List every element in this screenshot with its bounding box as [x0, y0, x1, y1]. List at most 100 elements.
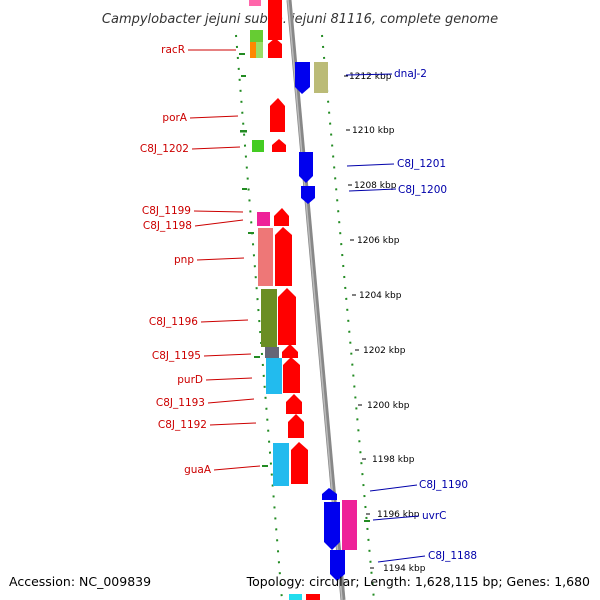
- leader-line: [348, 188, 397, 192]
- leader-line: [200, 319, 249, 323]
- leader-line: [194, 219, 244, 227]
- tick-label: 1202 kbp: [363, 346, 406, 356]
- leader-line: [346, 163, 395, 167]
- tick-1204: 1204 kbp: [352, 291, 402, 301]
- tick-1210: 1210 kbp: [346, 126, 395, 136]
- gene-arrow-C8J_1192: [288, 414, 304, 438]
- left-gene-labels: racR porA C8J_1202 C8J_1199 C8J_1198 pnp…: [140, 44, 261, 476]
- gene-label-pnp: pnp: [174, 254, 194, 266]
- scale-ticks: 1212 kbp 1210 kbp 1208 kbp 1206 kbp 1204…: [344, 72, 426, 574]
- gene-label-purD: purD: [177, 374, 203, 386]
- leader-line: [209, 422, 257, 426]
- tick-1194: 1194 kbp: [370, 564, 426, 574]
- leader-line: [205, 377, 253, 381]
- gene-arrow-dnaJ-2-blue: [295, 62, 310, 94]
- gc-skew-mark: [240, 130, 247, 133]
- gene-arrow-C8J_1201: [299, 152, 313, 183]
- leader-line: [193, 210, 244, 213]
- cog-block-cyan: [266, 358, 282, 394]
- gene-arrow-C8J_1199: [274, 208, 289, 226]
- reverse-track: [295, 62, 357, 581]
- gene-arrow-C8J_1196: [278, 288, 296, 345]
- tick-label: 1196 kbp: [377, 510, 420, 520]
- tick-label: 1194 kbp: [383, 564, 426, 574]
- gc-skew-mark: [239, 53, 245, 55]
- cog-block-green: [250, 30, 263, 42]
- gc-skew-mark: [254, 356, 260, 358]
- gene-block-uvrC: [342, 500, 357, 550]
- tick-1200: 1200 kbp: [358, 401, 410, 411]
- tick-1202: 1202 kbp: [355, 346, 406, 356]
- gene-label-racR: racR: [161, 44, 185, 56]
- gc-skew-mark: [248, 232, 254, 234]
- gene-arrow-guaA: [291, 442, 308, 484]
- gene-arrow-pnp: [275, 227, 292, 286]
- tick-label: 1210 kbp: [352, 126, 395, 136]
- tick-1206: 1206 kbp: [350, 236, 400, 246]
- gene-bottom-red: [306, 594, 320, 600]
- gene-arrow-C8J_1195: [282, 344, 298, 358]
- gene-arrow-C8J_1188: [330, 550, 345, 581]
- gene-label-C8J_1196: C8J_1196: [149, 316, 198, 328]
- tick-1196: 1196 kbp: [366, 510, 420, 520]
- tick-label: 1204 kbp: [359, 291, 402, 301]
- leader-line: [372, 515, 420, 521]
- leader-line: [377, 555, 426, 563]
- gene-label-C8J_1200: C8J_1200: [398, 184, 447, 196]
- gene-label-guaA: guaA: [184, 464, 212, 476]
- gene-label-C8J_1195: C8J_1195: [152, 350, 201, 362]
- leader-line: [207, 398, 255, 404]
- gc-skew-mark: [364, 520, 370, 522]
- cog-block-magenta: [257, 212, 270, 226]
- gc-skew-mark: [262, 465, 268, 467]
- cog-block-salmon: [258, 228, 273, 286]
- gene-arrow-racR: [268, 0, 282, 40]
- gene-label-uvrC: uvrC: [422, 510, 447, 522]
- gene-arrow-C8J_1202: [272, 139, 286, 152]
- gene-arrow-racR-2: [268, 38, 282, 58]
- cog-block-lightgreen-2: [252, 140, 264, 152]
- leader-line: [191, 146, 241, 150]
- cog-block-lightgreen: [256, 42, 263, 58]
- gene-label-dnaJ-2: dnaJ-2: [394, 68, 427, 80]
- cog-block-olive: [261, 289, 277, 347]
- leader-line: [213, 465, 261, 471]
- tick-label: 1212 kbp: [349, 72, 392, 82]
- gene-label-C8J_1198: C8J_1198: [143, 220, 192, 232]
- gene-label-C8J_1193: C8J_1193: [156, 397, 205, 409]
- gene-arrow-C8J_1200: [301, 186, 315, 204]
- gene-label-C8J_1192: C8J_1192: [158, 419, 207, 431]
- leader-line: [189, 115, 239, 119]
- cog-block-top-pink: [249, 0, 261, 6]
- leader-line: [203, 353, 252, 357]
- leader-line: [345, 73, 393, 76]
- map-title: Campylobacter jejuni subsp. jejuni 81116…: [102, 12, 498, 27]
- gene-arrow-purD: [283, 357, 300, 393]
- gene-block-dnaJ-2: [314, 62, 328, 93]
- cog-block-gray: [265, 347, 279, 358]
- gene-arrow-porA: [270, 98, 285, 132]
- cog-block-cyan-2: [273, 443, 289, 486]
- gene-label-C8J_1199: C8J_1199: [142, 205, 191, 217]
- gene-bottom-cyan: [289, 594, 302, 600]
- tick-label: 1206 kbp: [357, 236, 400, 246]
- tick-1212: 1212 kbp: [344, 72, 392, 82]
- gc-content-track: [235, 34, 375, 600]
- tick-1208: 1208 kbp: [348, 181, 397, 191]
- accession-text: Accession: NC_009839: [9, 574, 151, 589]
- tick-label: 1208 kbp: [354, 181, 397, 191]
- gene-arrow-C8J_1190: [322, 488, 337, 500]
- right-gene-labels: dnaJ-2 C8J_1201 C8J_1200 C8J_1190 uvrC C…: [345, 68, 477, 563]
- topology-text: Topology: circular; Length: 1,628,115 bp…: [246, 574, 590, 589]
- gene-label-C8J_1188: C8J_1188: [428, 550, 477, 562]
- gene-label-C8J_1201: C8J_1201: [397, 158, 446, 170]
- gene-label-porA: porA: [162, 112, 187, 124]
- gc-skew-mark: [241, 75, 246, 77]
- tick-1198: 1198 kbp: [362, 455, 415, 465]
- tick-label: 1198 kbp: [372, 455, 415, 465]
- gene-arrow-uvrC: [324, 502, 340, 550]
- leader-line: [196, 257, 245, 261]
- gene-arrow-C8J_1193: [286, 394, 302, 414]
- gc-skew-mark: [242, 188, 247, 190]
